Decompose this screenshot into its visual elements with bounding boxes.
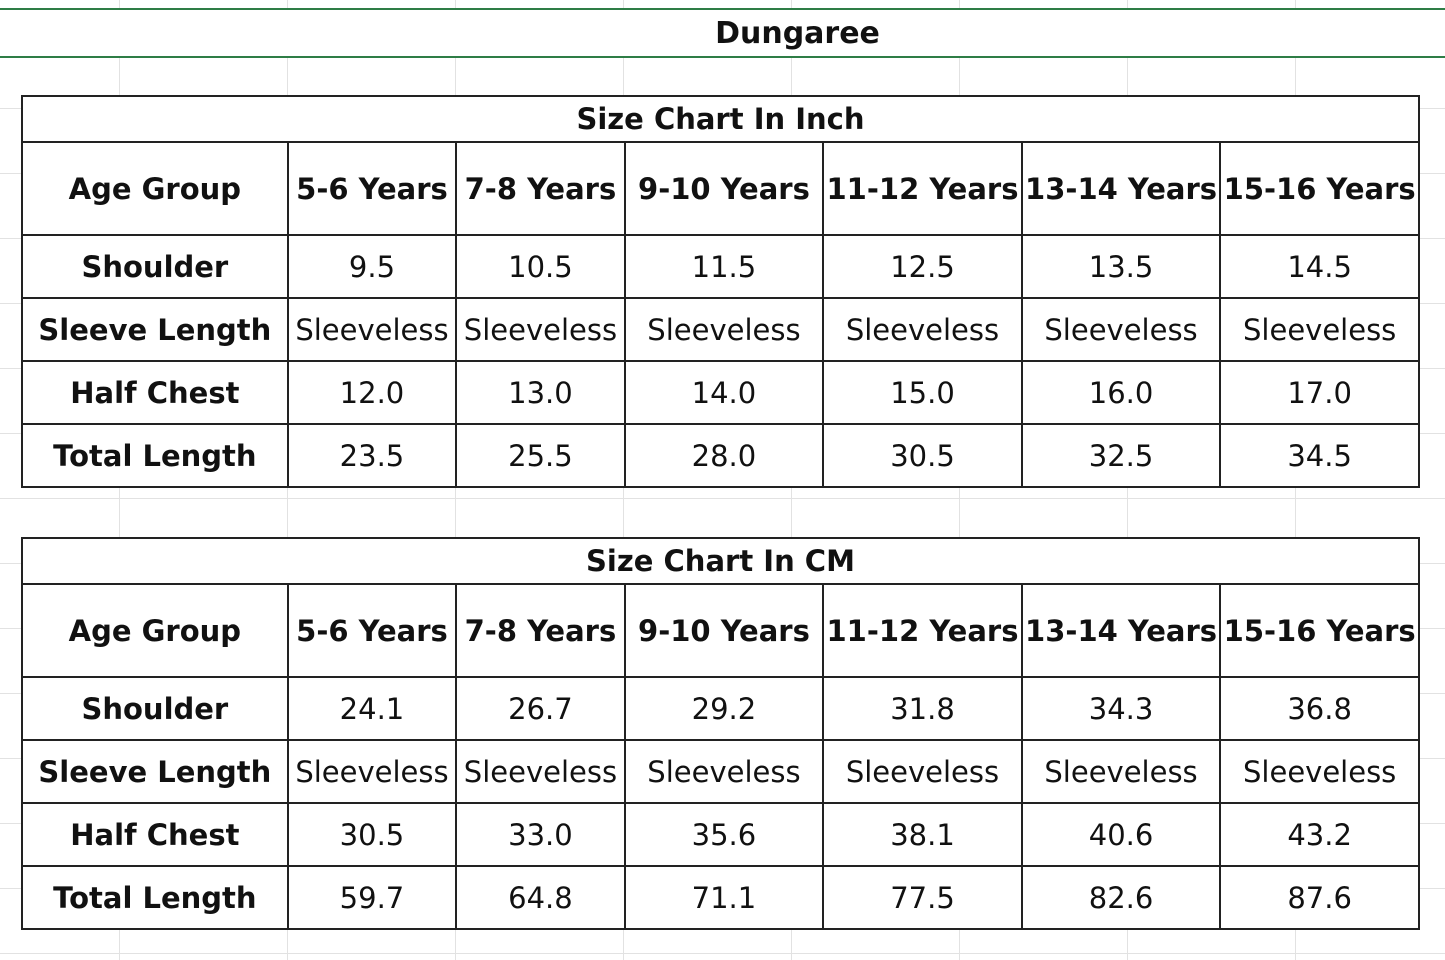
row-label-cell[interactable]: Total Length	[21, 865, 289, 930]
table-cell[interactable]: 43.2	[1219, 802, 1420, 867]
table-cell[interactable]: 12.5	[822, 234, 1023, 299]
table-cell[interactable]: 23.5	[286, 423, 458, 488]
column-header-cell[interactable]: 13-14 Years	[1020, 141, 1222, 236]
column-header-cell[interactable]: 5-6 Years	[286, 583, 458, 678]
table-cell[interactable]: Sleeveless	[1219, 739, 1420, 804]
table-cell[interactable]: 29.2	[623, 676, 825, 741]
row-label-cell[interactable]: Sleeve Length	[21, 297, 289, 362]
table-cell[interactable]: Sleeveless	[455, 297, 626, 362]
table-cell[interactable]: Sleeveless	[623, 739, 825, 804]
table-cell[interactable]: 33.0	[455, 802, 626, 867]
table-cell[interactable]: 14.5	[1219, 234, 1420, 299]
table-cell[interactable]: 30.5	[286, 802, 458, 867]
column-header-cell[interactable]: 15-16 Years	[1219, 583, 1420, 678]
column-header-cell[interactable]: 9-10 Years	[623, 141, 825, 236]
row-label-cell[interactable]: Shoulder	[21, 234, 289, 299]
table-cell[interactable]: 31.8	[822, 676, 1023, 741]
sheet-title: Dungaree	[715, 15, 880, 51]
size-chart-cm-table: Size Chart In CM Age Group 5-6 Years 7-8…	[21, 537, 1420, 930]
table-cell[interactable]: Sleeveless	[455, 739, 626, 804]
table-cell[interactable]: Sleeveless	[822, 297, 1023, 362]
table-cell[interactable]: 59.7	[286, 865, 458, 930]
column-header-cell[interactable]: 11-12 Years	[822, 141, 1023, 236]
column-header-cell[interactable]: 9-10 Years	[623, 583, 825, 678]
column-header-cell[interactable]: 7-8 Years	[455, 583, 626, 678]
table-cell[interactable]: Sleeveless	[286, 739, 458, 804]
table-row: Shoulder 9.5 10.5 11.5 12.5 13.5 14.5	[21, 234, 1420, 299]
table-cell[interactable]: 35.6	[623, 802, 825, 867]
table-row: Total Length 59.7 64.8 71.1 77.5 82.6 87…	[21, 865, 1420, 930]
table-cell[interactable]: 13.0	[455, 360, 626, 425]
row-label-cell[interactable]: Half Chest	[21, 802, 289, 867]
header-label-cell[interactable]: Age Group	[21, 583, 289, 678]
header-label-cell[interactable]: Age Group	[21, 141, 289, 236]
table-cell[interactable]: 34.5	[1219, 423, 1420, 488]
table-cell[interactable]: 14.0	[623, 360, 825, 425]
table-cell[interactable]: 10.5	[455, 234, 626, 299]
table-cell[interactable]: 38.1	[822, 802, 1023, 867]
table-cell[interactable]: 24.1	[286, 676, 458, 741]
size-chart-inch-table: Size Chart In Inch Age Group 5-6 Years 7…	[21, 95, 1420, 488]
column-header-cell[interactable]: 7-8 Years	[455, 141, 626, 236]
table-cell[interactable]: 64.8	[455, 865, 626, 930]
table-cell[interactable]: 12.0	[286, 360, 458, 425]
table-row: Sleeve Length Sleeveless Sleeveless Slee…	[21, 297, 1420, 362]
table-cell[interactable]: Sleeveless	[286, 297, 458, 362]
table-cell[interactable]: Sleeveless	[1020, 297, 1222, 362]
row-label-cell[interactable]: Shoulder	[21, 676, 289, 741]
table-cell[interactable]: Sleeveless	[1219, 297, 1420, 362]
table-row: Half Chest 30.5 33.0 35.6 38.1 40.6 43.2	[21, 802, 1420, 867]
table-row: Sleeve Length Sleeveless Sleeveless Slee…	[21, 739, 1420, 804]
table-row: Half Chest 12.0 13.0 14.0 15.0 16.0 17.0	[21, 360, 1420, 425]
column-header-cell[interactable]: 5-6 Years	[286, 141, 458, 236]
row-label-cell[interactable]: Total Length	[21, 423, 289, 488]
table-cell[interactable]: 40.6	[1020, 802, 1222, 867]
table-row: Total Length 23.5 25.5 28.0 30.5 32.5 34…	[21, 423, 1420, 488]
table-cell[interactable]: 87.6	[1219, 865, 1420, 930]
row-label-cell[interactable]: Half Chest	[21, 360, 289, 425]
table-cell[interactable]: 30.5	[822, 423, 1023, 488]
table-cell[interactable]: 13.5	[1020, 234, 1222, 299]
title-row[interactable]: Dungaree	[0, 8, 1445, 58]
table-cell[interactable]: 25.5	[455, 423, 626, 488]
table-cell[interactable]: 11.5	[623, 234, 825, 299]
table-cell[interactable]: 77.5	[822, 865, 1023, 930]
table-cell[interactable]: Sleeveless	[623, 297, 825, 362]
table-cell[interactable]: 16.0	[1020, 360, 1222, 425]
header-row: Age Group 5-6 Years 7-8 Years 9-10 Years…	[21, 583, 1420, 678]
row-label-cell[interactable]: Sleeve Length	[21, 739, 289, 804]
column-header-cell[interactable]: 13-14 Years	[1020, 583, 1222, 678]
table-cell[interactable]: 15.0	[822, 360, 1023, 425]
table-cell[interactable]: 9.5	[286, 234, 458, 299]
table-cell[interactable]: 34.3	[1020, 676, 1222, 741]
table-cell[interactable]: 26.7	[455, 676, 626, 741]
table-row: Shoulder 24.1 26.7 29.2 31.8 34.3 36.8	[21, 676, 1420, 741]
table-caption[interactable]: Size Chart In CM	[21, 537, 1420, 585]
table-cell[interactable]: 28.0	[623, 423, 825, 488]
table-caption[interactable]: Size Chart In Inch	[21, 95, 1420, 143]
table-cell[interactable]: 36.8	[1219, 676, 1420, 741]
table-cell[interactable]: 32.5	[1020, 423, 1222, 488]
table-cell[interactable]: Sleeveless	[1020, 739, 1222, 804]
column-header-cell[interactable]: 15-16 Years	[1219, 141, 1420, 236]
table-cell[interactable]: 71.1	[623, 865, 825, 930]
header-row: Age Group 5-6 Years 7-8 Years 9-10 Years…	[21, 141, 1420, 236]
table-cell[interactable]: 82.6	[1020, 865, 1222, 930]
column-header-cell[interactable]: 11-12 Years	[822, 583, 1023, 678]
table-cell[interactable]: 17.0	[1219, 360, 1420, 425]
table-cell[interactable]: Sleeveless	[822, 739, 1023, 804]
